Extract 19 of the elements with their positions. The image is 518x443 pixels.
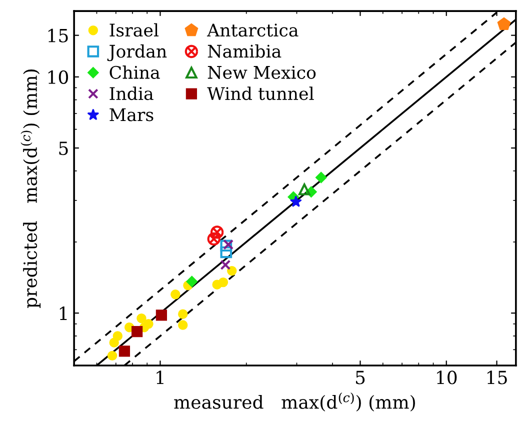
y-tick-label: 15 xyxy=(48,28,68,42)
y-tick-label: 1 xyxy=(60,306,67,320)
legend-label: Jordan xyxy=(107,44,167,62)
x-tick-label: 1 xyxy=(156,370,164,384)
x-tick-label: 10 xyxy=(437,370,457,384)
legend-label: Mars xyxy=(110,108,154,122)
legend-label: Antarctica xyxy=(206,24,298,37)
y-axis-title: predicted max(d$^{(c)}$) (mm) xyxy=(20,70,41,308)
x-tick-label: 15 xyxy=(487,370,507,384)
y-tick-label: 10 xyxy=(48,70,68,84)
x-tick-label: 5 xyxy=(356,370,365,384)
legend-label: India xyxy=(110,86,154,100)
legend-label: China xyxy=(110,66,160,79)
legend-label: New Mexico xyxy=(208,66,316,79)
legend-label: Israel xyxy=(110,23,159,37)
x-axis-title: measured max(d$^{(c)}$) (mm) xyxy=(174,392,415,412)
legend-label: Wind tunnel xyxy=(207,86,314,100)
legend-label: Namibia xyxy=(208,44,282,58)
y-tick-label: 5 xyxy=(59,142,68,156)
